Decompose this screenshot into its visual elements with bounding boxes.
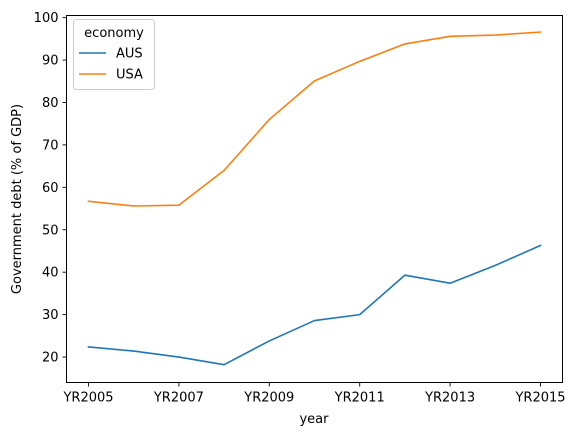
x-tick-label: YR2009	[243, 391, 294, 406]
x-axis: YR2005 YR2007 YR2009 YR2011 YR2013 YR2015	[62, 382, 566, 406]
legend-label-aus: AUS	[116, 47, 143, 62]
y-tick-label: 70	[42, 138, 59, 153]
y-axis-label: Government debt (% of GDP)	[10, 104, 25, 294]
y-tick-label: 90	[42, 54, 59, 69]
y-tick-label: 40	[42, 266, 59, 281]
series-line-aus	[87, 244, 542, 366]
x-tick-label: YR2013	[424, 391, 475, 406]
y-tick-label: 60	[42, 181, 59, 196]
legend-entries: AUS USA	[79, 47, 143, 83]
plot-area-frame	[66, 15, 563, 383]
y-axis: 20 30 40 50 60 70 80 90 100	[34, 11, 67, 366]
legend-label-usa: USA	[116, 68, 143, 83]
x-axis-label: year	[299, 412, 329, 427]
legend-title: economy	[84, 26, 144, 41]
x-tick-label: YR2007	[153, 391, 204, 406]
legend-box	[73, 19, 155, 90]
legend: economy AUS USA	[73, 19, 155, 90]
y-tick-label: 20	[42, 351, 59, 366]
y-tick-label: 30	[42, 308, 59, 323]
x-tick-label: YR2011	[334, 391, 385, 406]
series-line-usa	[87, 31, 542, 207]
x-tick-label: YR2015	[514, 391, 565, 406]
y-tick-label: 50	[42, 223, 59, 238]
series-layer	[87, 31, 542, 366]
x-tick-label: YR2005	[62, 391, 113, 406]
y-tick-label: 100	[34, 11, 59, 26]
y-tick-label: 80	[42, 96, 59, 111]
